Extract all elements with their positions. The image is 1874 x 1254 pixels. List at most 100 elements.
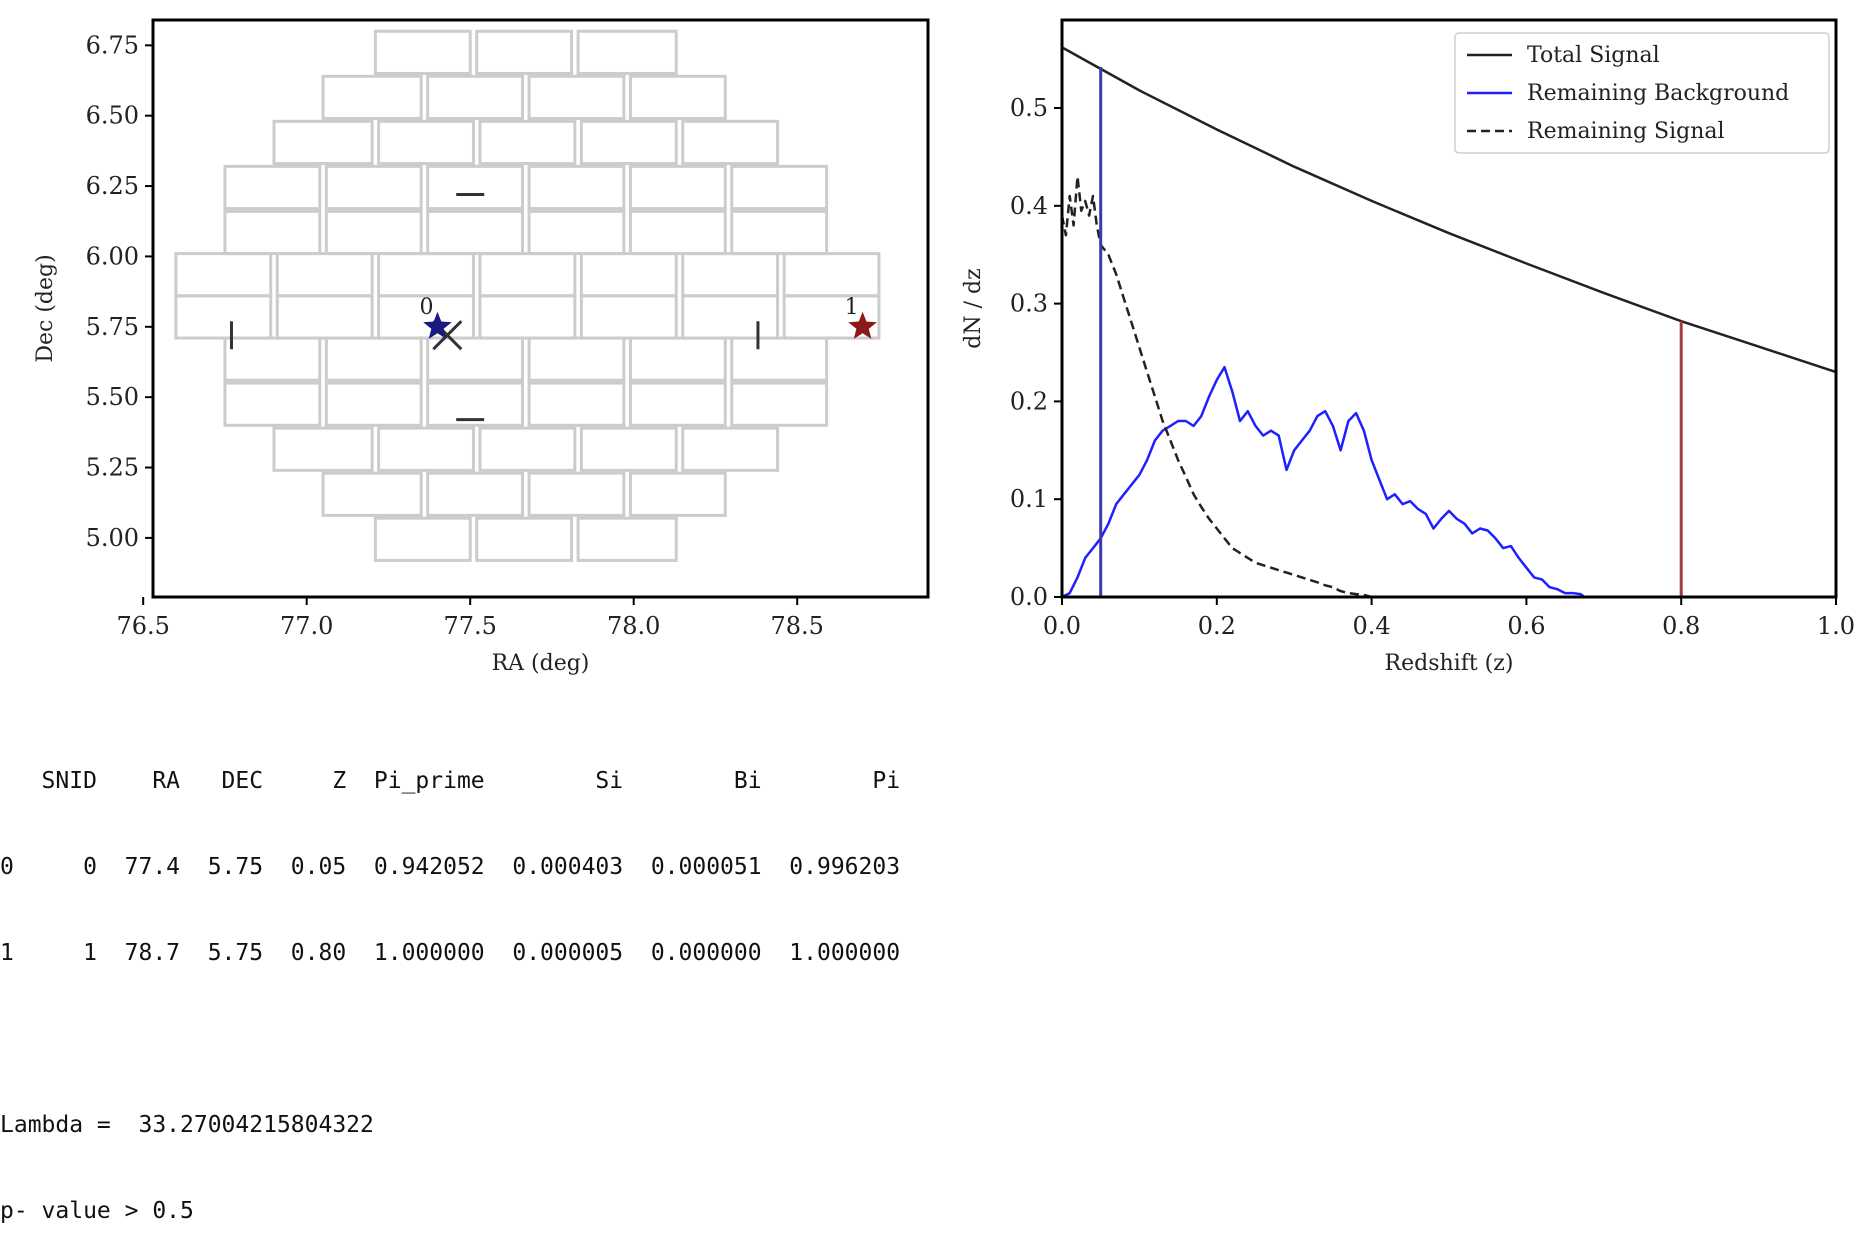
ccd-chip	[681, 119, 780, 166]
ccd-chip	[628, 336, 727, 382]
legend-label: Remaining Signal	[1527, 119, 1725, 144]
x-tick-label: 0.2	[1198, 612, 1236, 640]
legend: Total Signal Remaining Background Remainin…	[1454, 32, 1830, 154]
ccd-chip	[324, 209, 423, 256]
ccd-chip	[275, 252, 374, 298]
y-tick-label: 0.4	[1010, 192, 1048, 220]
ccd-chip	[324, 381, 423, 427]
ccd-chip	[579, 252, 678, 298]
ccd-chip	[478, 252, 577, 298]
ccd-chip	[579, 119, 678, 166]
y-tick-label: 6.50	[86, 102, 139, 130]
ccd-chip	[223, 164, 322, 211]
x-tick-label: 76.5	[116, 612, 169, 640]
y-axis-label: Dec (deg)	[33, 254, 58, 362]
redshift-distribution-chart: 0.0 0.2 0.4 0.6 0.8 1.0 0.0 0.1 0.2 0.3 0.4 0.5 Reds…	[961, 18, 1855, 676]
ccd-chip	[426, 164, 525, 211]
x-axis-label: Redshift (z)	[1385, 651, 1514, 676]
ccd-chip	[681, 252, 780, 298]
ccd-chip	[681, 294, 780, 340]
x-tick-label: 0.8	[1662, 612, 1700, 640]
ccd-chip	[527, 336, 626, 382]
legend-label: Remaining Background	[1527, 81, 1789, 106]
x-tick-label: 78.5	[770, 612, 823, 640]
ccd-chip	[426, 471, 525, 517]
ccd-chip	[478, 426, 577, 472]
ccd-chip	[174, 294, 273, 340]
x-tick-label: 77.5	[443, 612, 496, 640]
y-tick-label: 0.2	[1010, 387, 1048, 415]
ccd-chip	[730, 164, 829, 211]
console-output: SNID RA DEC Z Pi_prime Si Bi Pi 0 0 77.4…	[0, 712, 900, 1254]
y-axis-label: dN / dz	[961, 268, 986, 348]
ccd-chip	[174, 252, 273, 298]
y-tick-label: 0.5	[1010, 94, 1048, 122]
ccd-chip	[321, 471, 423, 517]
y-tick-label: 0.1	[1010, 485, 1048, 513]
x-axis-label: RA (deg)	[492, 651, 590, 676]
p-value-line: p- value > 0.5	[0, 1198, 194, 1224]
ccd-chip	[730, 336, 829, 382]
ccd-chip	[377, 294, 475, 340]
ccd-footprint-chart: 0 1 76.5 77.0 77.5 78.0 78.5 5.00 5.25 5.50 5.75 6.…	[33, 18, 930, 676]
ccd-chip	[373, 516, 472, 562]
series-line	[1060, 175, 1372, 599]
ccd-chip	[527, 74, 626, 121]
ccd-chip	[272, 426, 374, 472]
ccd-chip	[579, 426, 678, 472]
ccd-chip	[782, 252, 881, 298]
ccd-chip	[730, 209, 829, 256]
ccd-chip	[426, 381, 525, 427]
lambda-line: Lambda = 33.27004215804322	[0, 1112, 374, 1138]
ccd-chip	[527, 209, 626, 256]
ccd-chip	[527, 164, 626, 211]
source-star-marker	[423, 311, 452, 339]
ccd-chip	[324, 336, 423, 382]
source-label: 1	[845, 295, 859, 320]
table-header: SNID RA DEC Z Pi_prime Si Bi Pi	[0, 768, 901, 794]
ccd-chip	[576, 29, 678, 75]
y-tick-label: 6.00	[86, 242, 139, 270]
ccd-chip	[475, 516, 574, 562]
y-tick-label: 6.25	[86, 172, 139, 200]
x-tick-label: 0.6	[1507, 612, 1545, 640]
ccd-chip	[527, 471, 626, 517]
ccd-chip	[377, 119, 475, 166]
ccd-chip	[324, 164, 423, 211]
ccd-chip	[426, 74, 525, 121]
y-tick-label: 5.75	[86, 313, 139, 341]
ccd-chip	[478, 119, 577, 166]
series-line	[1061, 46, 1837, 374]
x-tick-label: 0.4	[1353, 612, 1391, 640]
y-tick-label: 0.3	[1010, 290, 1048, 318]
plot-frame	[151, 18, 930, 599]
ccd-chip	[373, 29, 472, 75]
ccd-chip	[426, 209, 525, 256]
ccd-chip	[576, 516, 678, 562]
ccd-chip	[527, 381, 626, 427]
ccd-chip	[628, 209, 727, 256]
ccd-chip	[223, 209, 322, 256]
ccd-chip	[782, 294, 881, 340]
ccd-chip	[377, 252, 475, 298]
blank-line	[0, 1022, 900, 1056]
ccd-chip	[628, 164, 727, 211]
legend-box	[1454, 32, 1830, 154]
table-row: 1 1 78.7 5.75 0.80 1.000000 0.000005 0.0…	[0, 940, 901, 966]
y-tick-label: 5.50	[86, 383, 139, 411]
ccd-chip	[579, 294, 678, 340]
series-line	[1061, 365, 1586, 599]
source-label: 0	[419, 295, 433, 320]
plot-frame	[1060, 18, 1838, 599]
ccd-chip	[681, 426, 780, 472]
legend-label: Total Signal	[1527, 43, 1660, 68]
x-tick-label: 77.0	[280, 612, 333, 640]
x-tick-label: 0.0	[1043, 612, 1081, 640]
ccd-chip	[223, 336, 322, 382]
y-tick-label: 5.25	[86, 454, 139, 482]
ccd-chip	[426, 336, 525, 382]
ccd-chip	[478, 294, 577, 340]
x-tick-label: 1.0	[1817, 612, 1855, 640]
x-tick-label: 78.0	[607, 612, 660, 640]
y-tick-label: 5.00	[86, 524, 139, 552]
